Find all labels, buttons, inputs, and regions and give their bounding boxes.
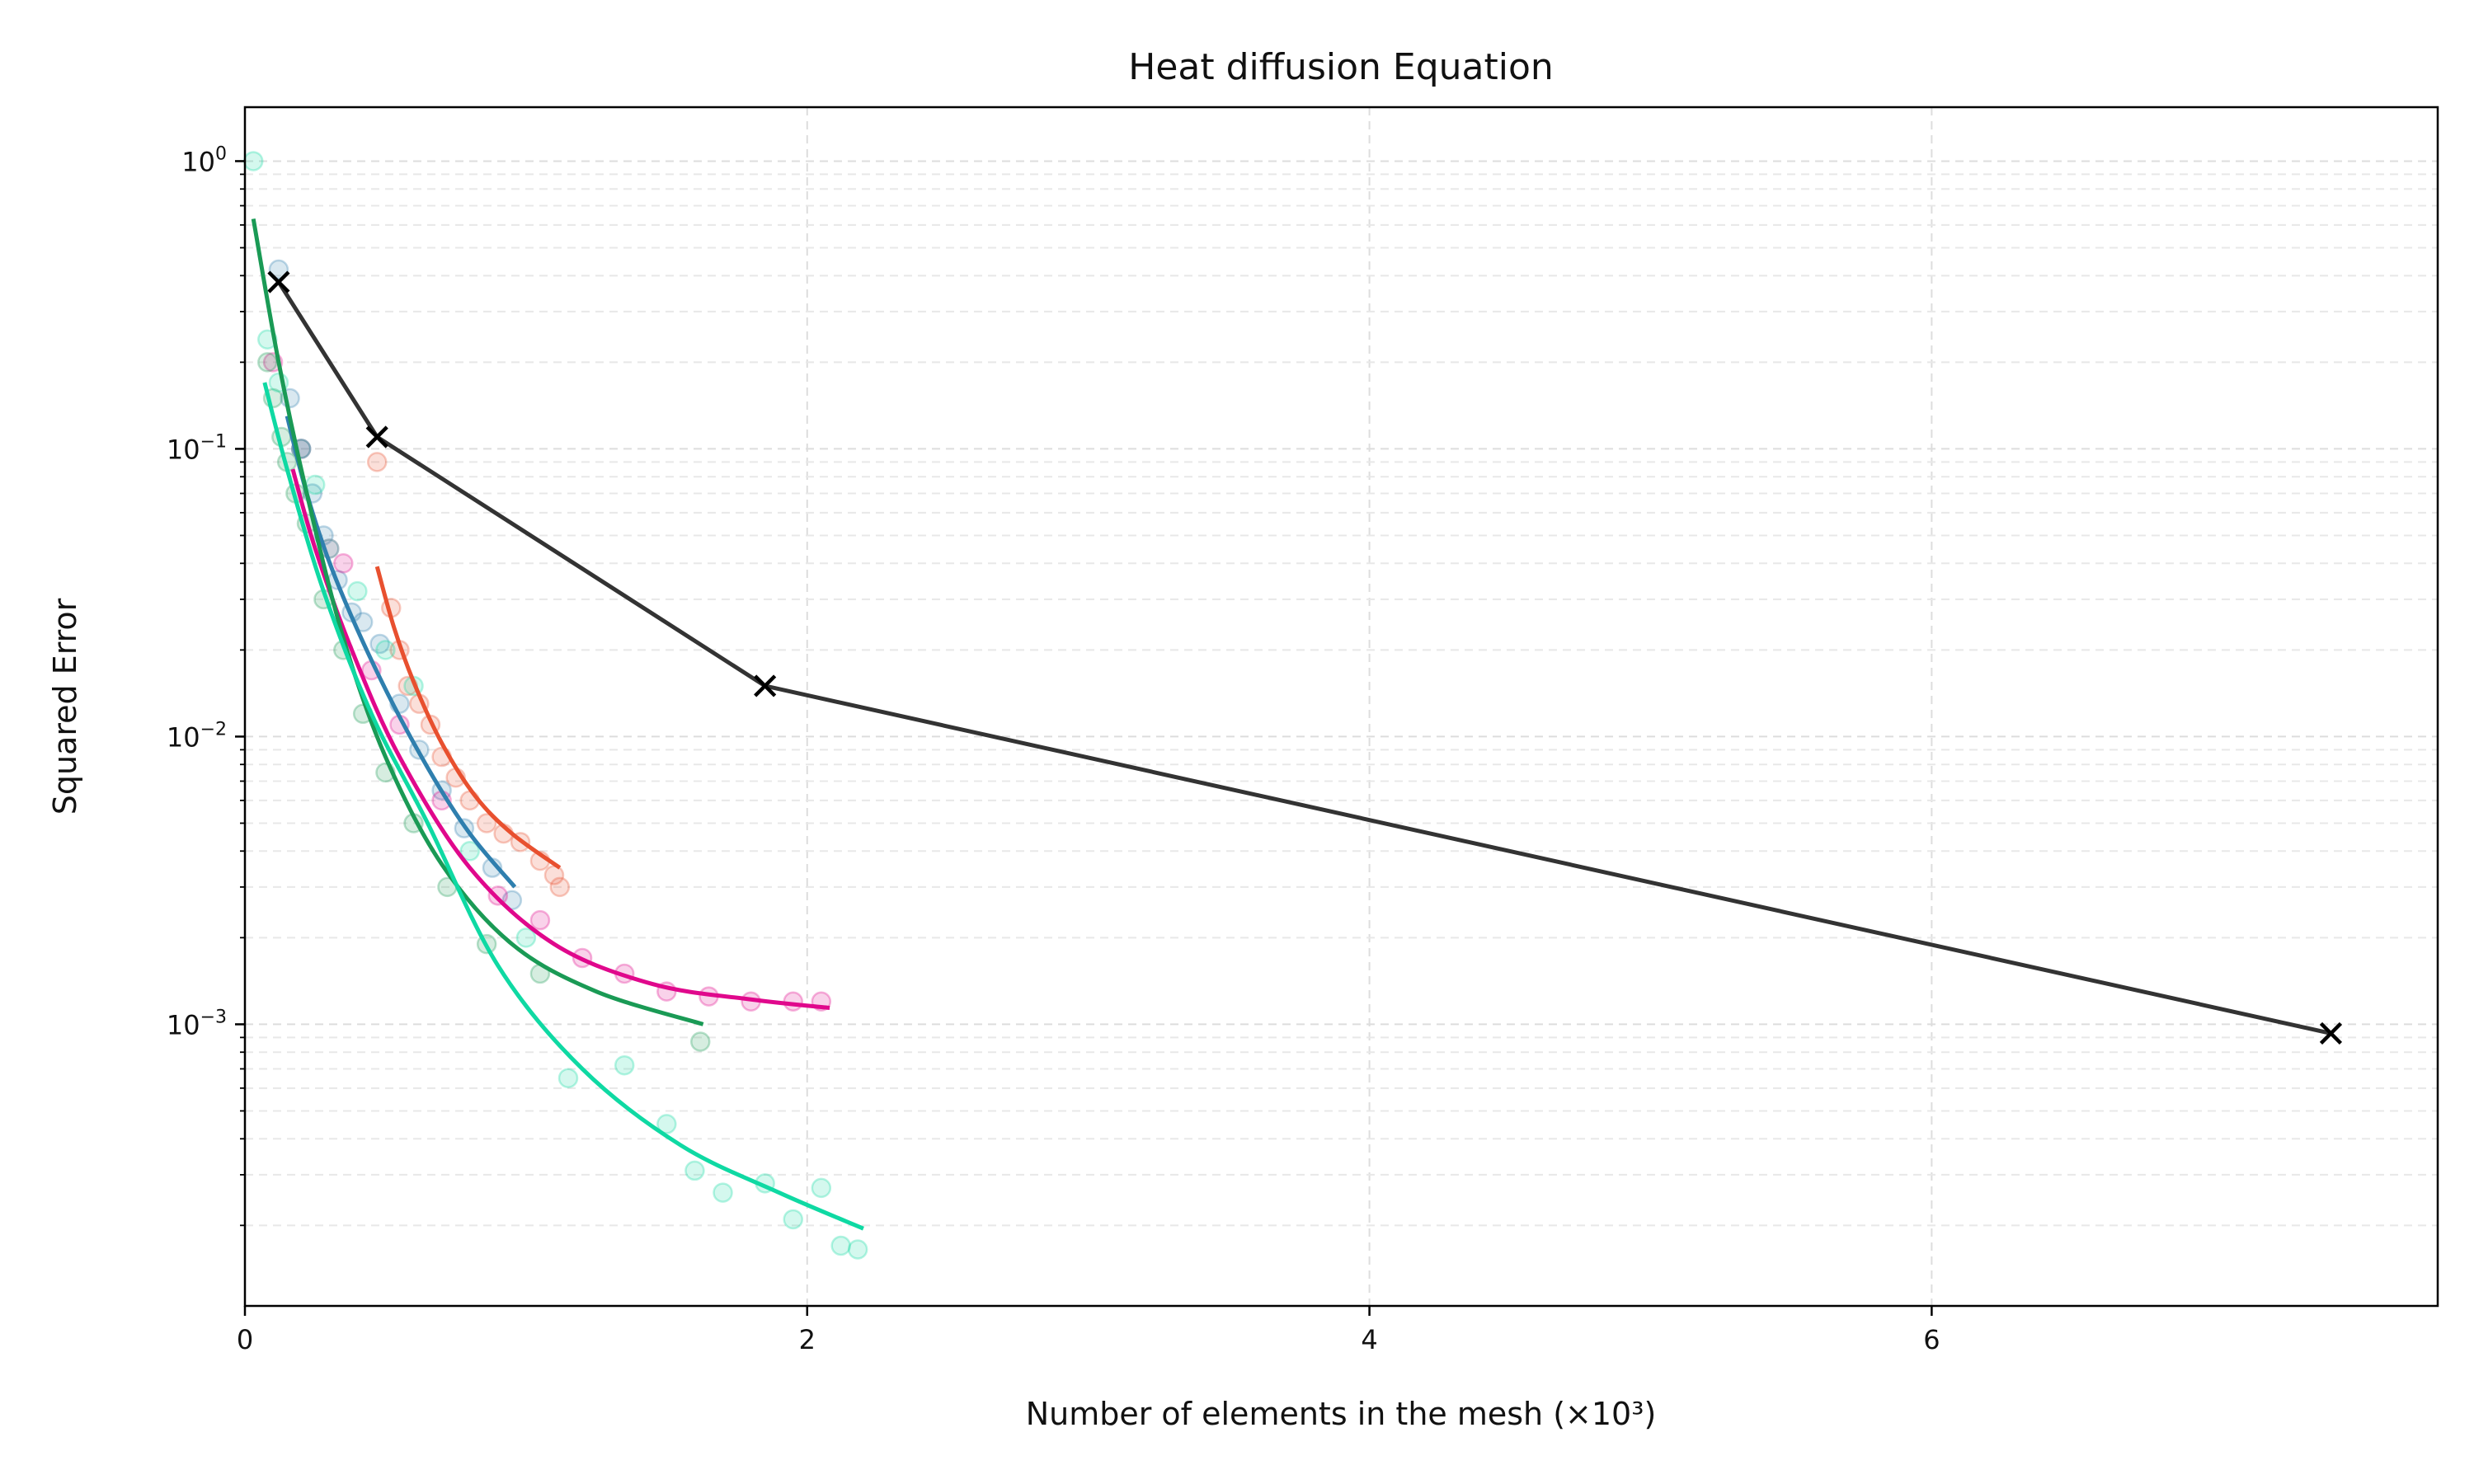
y-axis-label: Squared Error (47, 598, 83, 815)
scatter-point (713, 1182, 733, 1203)
scatter-point (333, 553, 354, 574)
x-tick-label: 2 (799, 1324, 816, 1355)
scatter-point (783, 1209, 803, 1230)
scatter-point (459, 841, 480, 862)
y-tick-exponent: −2 (200, 719, 227, 740)
scatter-point (614, 1054, 635, 1076)
y-tick-exponent: −1 (200, 431, 227, 452)
scatter-point (830, 1235, 851, 1256)
y-tick-base: 10 (167, 721, 200, 753)
x-tick-label: 6 (1923, 1324, 1940, 1355)
y-tick-base: 10 (167, 1009, 200, 1040)
x-marker (2319, 1021, 2343, 1045)
y-tick-label: 10−2 (167, 719, 227, 753)
y-tick-exponent: 0 (215, 143, 227, 164)
scatter-point (656, 1114, 677, 1134)
scatter-point (366, 452, 388, 472)
scatter-point (783, 991, 803, 1012)
plot-frame (243, 106, 2439, 1308)
scatter-point (242, 151, 264, 171)
x-axis-label: Number of elements in the mesh (×10³) (1026, 1396, 1657, 1432)
fit-curve (262, 382, 864, 1231)
fit-curve (374, 566, 562, 870)
y-tick-exponent: −3 (200, 1007, 227, 1027)
y-tick-base: 10 (181, 146, 215, 177)
scatter-point (847, 1239, 868, 1260)
scatter-point (347, 580, 368, 602)
scatter-point (557, 1068, 579, 1088)
x-marker (754, 674, 777, 697)
x-tick-label: 0 (237, 1324, 253, 1355)
scatter-point (811, 1177, 832, 1199)
reference-line (276, 280, 2332, 1036)
x-tick-label: 4 (1361, 1324, 1377, 1355)
scatter-point (549, 876, 571, 898)
scatter-point (487, 885, 509, 906)
scatter-point (268, 259, 289, 280)
scatter-point (515, 928, 537, 948)
scatter-point (369, 633, 390, 655)
fit-curve (251, 218, 704, 1026)
x-marker (267, 270, 290, 294)
scatter-point (476, 813, 497, 834)
y-tick-label: 10−1 (167, 431, 227, 465)
scatter-point (304, 474, 326, 495)
y-tick-label: 10−3 (167, 1007, 227, 1040)
x-marker (365, 425, 388, 448)
chart-title: Heat diffusion Equation (1128, 46, 1554, 88)
scatter-point (257, 352, 278, 373)
scatter-point (690, 1031, 711, 1052)
scatter-point (529, 909, 551, 931)
fit-curve (290, 468, 830, 1011)
y-tick-label: 100 (181, 143, 227, 177)
scatter-points (242, 151, 868, 1260)
scatter-point (684, 1160, 705, 1181)
y-tick-base: 10 (167, 434, 200, 465)
scatter-point (375, 640, 396, 660)
series-lines (251, 218, 2343, 1231)
grid (244, 107, 2438, 1306)
